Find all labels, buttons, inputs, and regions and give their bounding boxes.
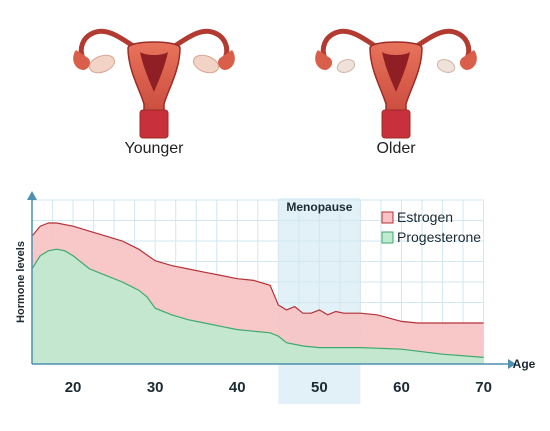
uterus-icon <box>315 28 477 139</box>
x-tick-label: 30 <box>147 379 164 396</box>
series-line-progesterone <box>31 248 484 358</box>
legend-swatch-estrogen <box>381 211 394 224</box>
x-tick-label: 60 <box>393 379 410 396</box>
younger-label: Younger <box>124 140 184 157</box>
series-line-estrogen <box>31 222 484 324</box>
x-tick-label: 70 <box>475 379 492 396</box>
x-tick-label: 50 <box>311 379 328 396</box>
menopause-label: Menopause <box>286 200 352 214</box>
legend-label-estrogen: Estrogen <box>397 209 453 225</box>
series-area-progesterone <box>32 249 484 364</box>
x-tick-label: 20 <box>65 379 82 396</box>
legend: Estrogen Progesterone <box>381 209 481 245</box>
uterus-illustration-younger <box>73 28 235 139</box>
hormone-area-chart: 20 30 40 50 60 70 Age Hormone levels Menopause Es… <box>15 191 536 404</box>
legend-label-progesterone: Progesterone <box>397 229 481 245</box>
x-tick-label: 40 <box>229 379 246 396</box>
y-axis-label: Hormone levels <box>15 241 27 323</box>
older-label: Older <box>376 140 416 157</box>
legend-swatch-progesterone <box>381 231 394 244</box>
uterus-illustration-older <box>315 28 477 139</box>
uterus-icon <box>73 28 235 139</box>
x-axis-label: Age <box>513 357 536 371</box>
y-axis-arrow <box>27 191 37 200</box>
x-axis-arrow <box>508 359 516 369</box>
